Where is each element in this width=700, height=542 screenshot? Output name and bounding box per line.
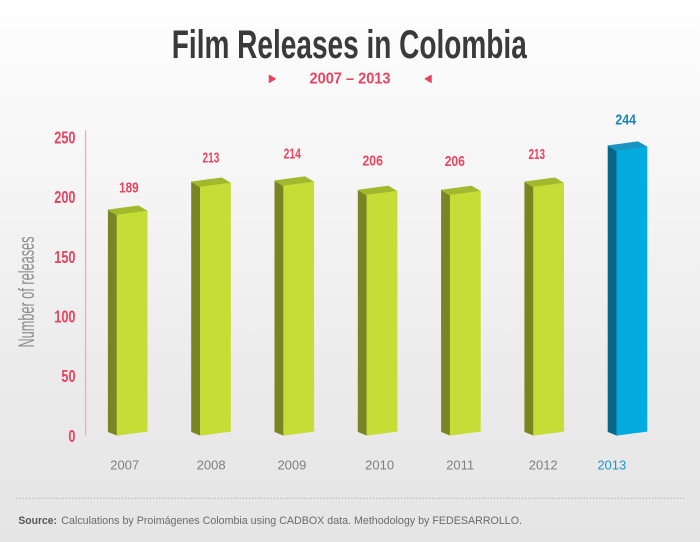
svg-text:100: 100 <box>54 307 75 327</box>
svg-text:2007 – 2013: 2007 – 2013 <box>310 70 391 87</box>
svg-text:2013: 2013 <box>597 457 626 472</box>
svg-text:2012: 2012 <box>529 457 558 472</box>
svg-text:213: 213 <box>203 151 220 167</box>
svg-text:2011: 2011 <box>446 457 474 472</box>
svg-text:2009: 2009 <box>277 457 306 472</box>
svg-text:244: 244 <box>615 112 636 128</box>
svg-text:Film Releases in Colombia: Film Releases in Colombia <box>172 23 528 67</box>
svg-text:150: 150 <box>54 247 75 267</box>
svg-text:206: 206 <box>363 154 383 170</box>
svg-text:189: 189 <box>119 180 139 196</box>
svg-text:0: 0 <box>68 426 75 446</box>
svg-text:2008: 2008 <box>197 457 226 472</box>
svg-text:Calculations by Proimágenes Co: Calculations by Proimágenes Colombia usi… <box>61 515 522 527</box>
svg-text:Number of releases: Number of releases <box>14 237 39 348</box>
svg-text:2007: 2007 <box>110 457 139 472</box>
svg-text:200: 200 <box>54 187 75 207</box>
svg-text:2010: 2010 <box>365 457 394 472</box>
svg-text:250: 250 <box>54 127 75 147</box>
svg-text:213: 213 <box>529 147 546 163</box>
svg-text:206: 206 <box>445 154 465 170</box>
svg-text:50: 50 <box>61 366 75 386</box>
svg-text:214: 214 <box>284 146 302 162</box>
svg-text:Source:: Source: <box>18 515 57 527</box>
